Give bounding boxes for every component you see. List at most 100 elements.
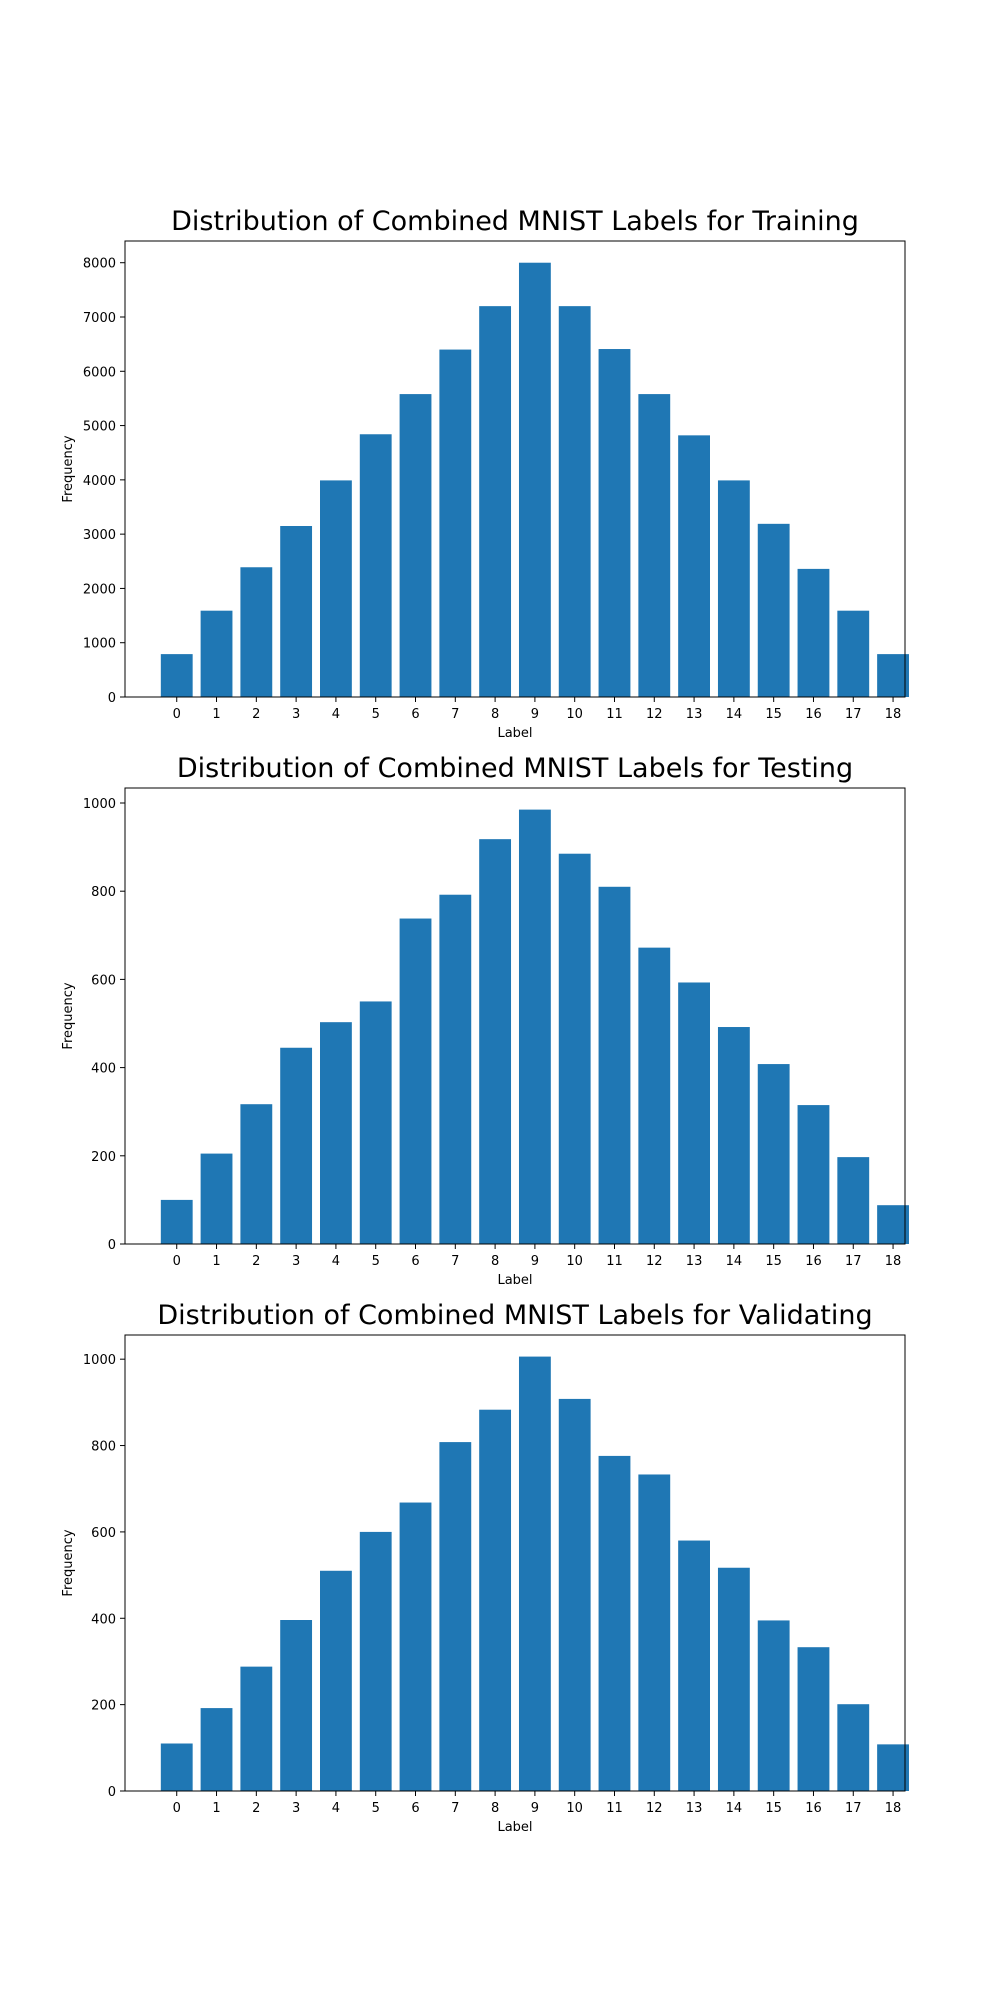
- chart-title: Distribution of Combined MNIST Labels fo…: [171, 206, 859, 237]
- x-tick-label: 13: [686, 1801, 703, 1816]
- y-tick-label: 8000: [83, 257, 116, 272]
- bar-5: [359, 434, 392, 697]
- x-tick-label: 0: [173, 1801, 181, 1816]
- x-tick-label: 15: [765, 1254, 782, 1269]
- x-tick-label: 17: [845, 1801, 862, 1816]
- x-tick-label: 2: [252, 1801, 260, 1816]
- x-tick-label: 15: [765, 707, 782, 722]
- y-tick-label: 1000: [83, 637, 116, 652]
- bar-15: [757, 1620, 790, 1791]
- chart-2: 0 1 2 3 4 5 6 7 8 9 10 11 12 13 14 15 16 17 18020040060080…: [61, 1300, 909, 1835]
- bar-14: [717, 480, 750, 697]
- bar-10: [558, 853, 591, 1244]
- bar-9: [518, 809, 551, 1244]
- x-tick-label: 7: [451, 1254, 459, 1269]
- x-tick-label: 3: [292, 707, 300, 722]
- bar-9: [518, 262, 551, 697]
- x-axis-label: Label: [497, 1820, 532, 1835]
- y-axis-label: Frequency: [61, 982, 76, 1049]
- bar-13: [678, 982, 710, 1244]
- bar-14: [717, 1027, 750, 1244]
- bar-6: [399, 394, 432, 697]
- y-tick-label: 200: [91, 1150, 116, 1165]
- x-tick-label: 9: [531, 1254, 539, 1269]
- chart-title: Distribution of Combined MNIST Labels fo…: [177, 753, 853, 784]
- bar-14: [717, 1567, 750, 1791]
- bar-11: [598, 886, 631, 1244]
- y-axis-label: Frequency: [61, 435, 76, 502]
- x-tick-label: 8: [491, 1254, 499, 1269]
- x-tick-label: 3: [292, 1254, 300, 1269]
- chart-0: 0 1 2 3 4 5 6 7 8 9 10 11 12 13 14 15 16 17 18010002000300…: [61, 206, 909, 741]
- x-axis-label: Label: [497, 726, 532, 741]
- plot-frame: [124, 1334, 906, 1792]
- x-tick-label: 4: [332, 707, 340, 722]
- x-tick-label: 3: [292, 1801, 300, 1816]
- bar-10: [558, 1398, 591, 1791]
- x-tick-label: 13: [686, 1254, 703, 1269]
- x-tick-label: 11: [606, 707, 623, 722]
- x-tick-label: 12: [646, 1254, 663, 1269]
- bar-11: [598, 349, 631, 697]
- bar-0: [160, 654, 193, 697]
- x-tick-label: 10: [566, 707, 583, 722]
- x-tick-label: 2: [252, 1254, 260, 1269]
- x-tick-label: 5: [372, 1801, 380, 1816]
- y-tick-label: 800: [91, 885, 116, 900]
- bar-16: [797, 1647, 830, 1791]
- bar-10: [558, 306, 591, 697]
- bar-8: [479, 306, 512, 697]
- x-tick-label: 10: [566, 1254, 583, 1269]
- bar-16: [797, 1105, 830, 1244]
- bar-2: [240, 567, 273, 697]
- bar-7: [439, 1442, 472, 1791]
- bar-12: [638, 947, 671, 1244]
- bar-17: [837, 610, 870, 697]
- x-tick-label: 11: [606, 1254, 623, 1269]
- x-tick-label: 7: [451, 1801, 459, 1816]
- x-tick-label: 13: [686, 707, 703, 722]
- x-tick-label: 14: [726, 707, 743, 722]
- x-tick-label: 1: [212, 1254, 220, 1269]
- y-tick-label: 600: [91, 1526, 116, 1541]
- x-tick-label: 6: [411, 1801, 419, 1816]
- bar-3: [280, 1620, 313, 1791]
- bar-12: [638, 1474, 671, 1791]
- y-tick-label: 600: [91, 973, 116, 988]
- y-tick-label: 200: [91, 1699, 116, 1714]
- bar-4: [320, 1022, 352, 1244]
- plot-frame: [124, 787, 906, 1245]
- bar-15: [757, 1064, 790, 1244]
- bar-4: [320, 480, 352, 697]
- bar-1: [200, 1708, 233, 1791]
- bar-18: [877, 1744, 909, 1791]
- y-tick-label: 3000: [83, 528, 116, 543]
- x-tick-label: 16: [805, 707, 822, 722]
- x-tick-label: 6: [411, 1254, 419, 1269]
- bar-7: [439, 894, 472, 1244]
- x-tick-label: 8: [491, 1801, 499, 1816]
- bar-3: [280, 1047, 313, 1244]
- bar-5: [359, 1001, 392, 1244]
- y-tick-label: 7000: [83, 311, 116, 326]
- plot-frame: [124, 240, 906, 698]
- y-tick-label: 400: [91, 1612, 116, 1627]
- x-axis-label: Label: [497, 1273, 532, 1288]
- bar-6: [399, 1502, 432, 1791]
- bar-1: [200, 610, 233, 697]
- bar-4: [320, 1570, 352, 1791]
- bar-12: [638, 394, 671, 697]
- x-tick-label: 9: [531, 707, 539, 722]
- x-tick-label: 4: [332, 1254, 340, 1269]
- bar-18: [877, 1205, 909, 1244]
- bar-18: [877, 654, 909, 697]
- x-tick-label: 15: [765, 1801, 782, 1816]
- bar-3: [280, 526, 313, 697]
- y-tick-label: 0: [108, 1785, 116, 1800]
- bar-2: [240, 1104, 273, 1244]
- x-tick-label: 1: [212, 707, 220, 722]
- x-tick-label: 0: [173, 1254, 181, 1269]
- y-tick-label: 800: [91, 1440, 116, 1455]
- y-tick-label: 6000: [83, 365, 116, 380]
- x-tick-label: 7: [451, 707, 459, 722]
